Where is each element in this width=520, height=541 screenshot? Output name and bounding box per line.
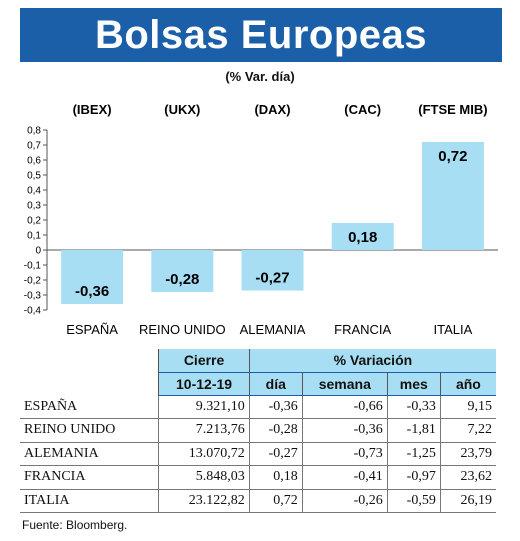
row-ano: 23,62 [439,465,496,490]
row-semana: -0,36 [301,418,388,443]
row-semana: -0,41 [301,465,388,490]
bar-value-label: 0,18 [348,229,377,246]
row-country: ITALIA [20,489,159,513]
row-mes: -1,81 [386,418,441,443]
row-semana: -0,73 [301,442,388,466]
index-label: (UKX) [164,102,200,117]
row-cierre: 13.070,72 [158,442,250,466]
row-dia: -0,27 [248,442,303,466]
row-mes: -0,97 [386,465,441,490]
row-ano: 26,19 [439,489,496,513]
row-cierre: 5.848,03 [158,465,250,490]
index-label: (FTSE MIB) [418,102,487,117]
stock-table: Cierre % Variación 10-12-19 día semana m… [20,349,496,513]
y-tick-label: 0,8 [27,126,41,137]
y-tick-label: -0,2 [24,276,42,287]
category-label: REINO UNIDO [139,322,226,337]
category-label: ESPAÑA [66,322,118,337]
y-tick-label: 0,3 [27,201,41,212]
y-tick-label: 0,2 [27,216,41,227]
header-semana: semana [301,372,388,396]
category-label: FRANCIA [334,322,391,337]
bar [331,223,394,250]
row-ano: 23,79 [439,442,496,466]
y-tick-label: 0,1 [27,231,41,242]
header-ano: año [439,372,496,396]
row-country: FRANCIA [20,465,159,490]
category-label: ALEMANIA [240,322,306,337]
header-dia: día [248,372,303,396]
row-mes: -1,25 [386,442,441,466]
bar [151,250,214,292]
table-row: ESPAÑA 9.321,10 -0,36 -0,66 -0,33 9,15 [20,395,496,419]
header-cierre: Cierre [158,349,250,373]
row-dia: -0,28 [248,418,303,443]
bar-chart: (IBEX) (UKX) (DAX) (CAC) (FTSE MIB) 0,8 0,7 0,… [24,102,498,337]
chart-subtitle: (% Var. día) [225,69,295,84]
row-ano: 9,15 [439,395,496,419]
bar [61,250,124,304]
table-row: ITALIA 23.122,82 0,72 -0,26 -0,59 26,19 [20,489,496,513]
y-tick-label: 0,5 [27,171,41,182]
y-tick-label: -0,4 [24,306,42,317]
row-cierre: 9.321,10 [158,395,250,419]
row-dia: 0,72 [248,489,303,513]
y-tick-label: -0,1 [24,261,42,272]
y-tick-label: 0 [35,246,41,257]
header-mes: mes [386,372,441,396]
source-note: Fuente: Bloomberg. [22,518,128,532]
bar [241,250,304,291]
table-row: REINO UNIDO 7.213,76 -0,28 -0,36 -1,81 7… [20,418,496,443]
header-date: 10-12-19 [158,372,250,396]
row-mes: -0,33 [386,395,441,419]
row-country: ALEMANIA [20,442,159,466]
y-tick-label: 0,7 [27,141,41,152]
bar [421,142,484,250]
index-label: (DAX) [254,102,290,117]
table-row: ALEMANIA 13.070,72 -0,27 -0,73 -1,25 23,… [20,442,496,466]
row-dia: -0,36 [248,395,303,419]
row-semana: -0,26 [301,489,388,513]
bar-value-label: -0,27 [255,270,289,287]
y-tick-label: -0,3 [24,291,42,302]
bar-value-label: -0,28 [165,271,199,288]
y-tick-label: 0,4 [27,186,41,197]
category-label: ITALIA [434,322,473,337]
index-label: (CAC) [344,102,381,117]
y-tick-label: 0,6 [27,156,41,167]
page-title: Bolsas Europeas [20,8,502,62]
row-cierre: 7.213,76 [158,418,250,443]
row-mes: -0,59 [386,489,441,513]
bar-value-label: -0,36 [75,283,109,300]
row-country: ESPAÑA [20,395,159,419]
row-ano: 7,22 [439,418,496,443]
index-label: (IBEX) [73,102,112,117]
row-semana: -0,66 [301,395,388,419]
header-variacion: % Variación [248,349,496,373]
row-country: REINO UNIDO [20,418,159,443]
row-dia: 0,18 [248,465,303,490]
row-cierre: 23.122,82 [158,489,250,513]
table-row: FRANCIA 5.848,03 0,18 -0,41 -0,97 23,62 [20,465,496,490]
bar-value-label: 0,72 [438,148,467,165]
